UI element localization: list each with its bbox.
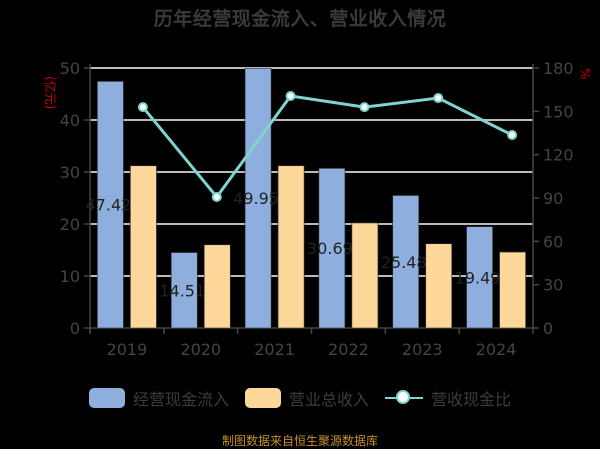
ratio-point[interactable] [359,102,370,113]
y-axis-right-tick: 60 [543,232,563,251]
legend-item-ratio[interactable]: 营收现金比 [385,386,511,410]
ratio-point[interactable] [433,93,444,104]
x-axis-label: 2024 [476,340,517,359]
bar-cash-inflow[interactable] [392,195,420,329]
x-axis-label: 2023 [402,340,443,359]
y-axis-left-unit: (亿元) [43,76,58,109]
bar-cash-inflow[interactable] [244,67,272,329]
bar-revenue[interactable] [203,244,231,329]
y-axis-right-tick: 30 [543,276,563,295]
bar-revenue[interactable] [277,165,305,329]
y-axis-right-tick: 0 [543,319,553,338]
bar-cash-inflow[interactable] [318,168,346,329]
y-axis-left-tick: 0 [70,319,80,338]
y-axis-left-tick: 50 [60,59,80,78]
chart-legend: 经营现金流入 营业总收入 营收现金比 [0,386,600,410]
legend-line-marker-icon [385,388,423,408]
bar-value-label: 19.49 [455,268,501,287]
legend-label: 营收现金比 [431,390,512,409]
bar-value-label: 25.48 [381,253,427,272]
ratio-point[interactable] [285,91,296,102]
bar-cash-inflow[interactable] [466,226,493,329]
bar-revenue[interactable] [351,222,379,329]
y-axis-right-tick: 120 [543,146,574,165]
y-axis-right-tick: 150 [543,102,574,121]
x-axis-label: 2021 [254,340,295,359]
bar-value-label: 30.69 [307,239,353,258]
bar-revenue[interactable] [499,251,526,329]
bar-revenue[interactable] [425,243,453,329]
y-axis-right-tick: 180 [543,59,574,78]
ratio-point[interactable] [507,130,518,141]
y-axis-left-tick: 30 [60,163,80,182]
y-axis-right-unit: % [578,68,592,79]
data-source-note: 制图数据来自恒生聚源数据库 [221,434,378,448]
x-axis-label: 2019 [107,340,148,359]
x-axis-label: 2020 [180,340,221,359]
bar-value-label: 14.51 [159,281,205,300]
y-axis-left-tick: 20 [60,215,80,234]
bar-cash-inflow[interactable] [97,81,124,329]
legend-label: 经营现金流入 [132,390,229,409]
legend-item-cash-inflow[interactable]: 经营现金流入 [88,386,229,410]
legend-label: 营业总收入 [288,390,369,409]
ratio-point[interactable] [211,191,222,202]
x-axis-label: 2022 [328,340,369,359]
bar-revenue[interactable] [130,165,157,329]
y-axis-left-tick: 40 [60,111,80,130]
y-axis-right-tick: 90 [543,189,563,208]
chart-plot: 0 10 20 30 40 50 0 30 60 90 120 150 180 (亿元)% 2019 2020… [43,59,592,359]
legend-swatch-revenue [244,388,281,408]
ratio-point[interactable] [137,102,148,113]
chart-title: 历年经营现金流入、营业收入情况 [153,8,447,30]
bar-value-label: 49.95 [233,189,279,208]
y-axis-left-tick: 10 [60,267,80,286]
legend-swatch-cash-inflow [88,388,125,408]
legend-item-revenue[interactable]: 营业总收入 [244,386,369,410]
bar-value-label: 47.42 [86,196,132,215]
ratio-line [141,94,513,200]
bar-cash-inflow[interactable] [170,252,198,329]
